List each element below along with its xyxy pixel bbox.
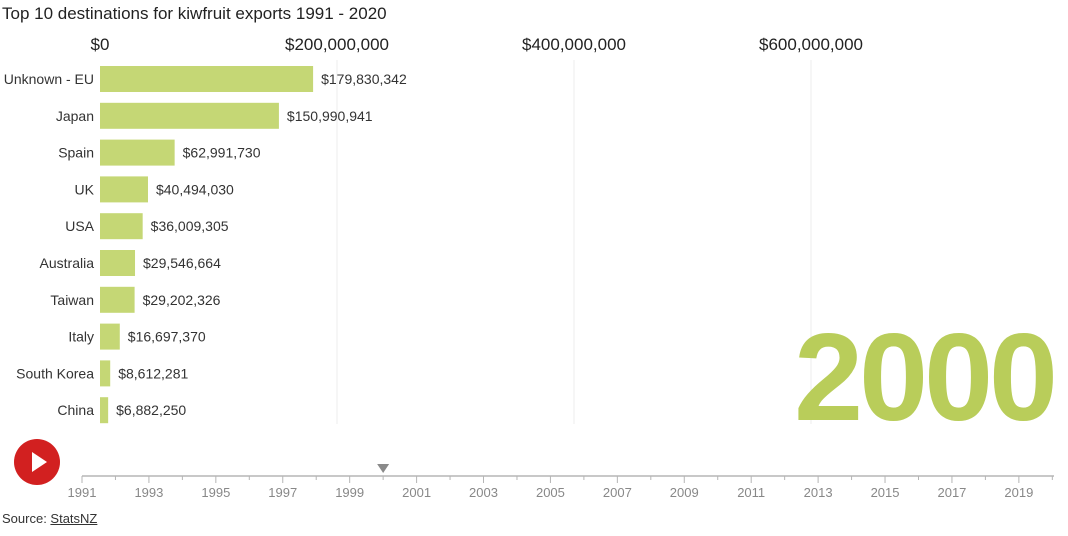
bar — [100, 139, 175, 166]
timeline-year-label[interactable]: 2013 — [804, 485, 833, 500]
value-label: $6,882,250 — [116, 402, 186, 418]
category-label: South Korea — [16, 365, 94, 381]
x-axis-ticks: $0 $200,000,000 $400,000,000 $600,000,000 — [91, 35, 863, 54]
category-label: USA — [65, 218, 94, 234]
current-year-label: 2000 — [794, 309, 1054, 447]
bar — [100, 213, 143, 240]
source-note: Source: StatsNZ — [2, 511, 97, 526]
grid-lines — [336, 60, 812, 424]
bar — [100, 176, 148, 203]
timeline-year-label[interactable]: 1997 — [268, 485, 297, 500]
timeline-year-label[interactable]: 1991 — [68, 485, 97, 500]
x-tick-label: $600,000,000 — [759, 35, 863, 54]
bar — [100, 286, 135, 313]
source-prefix: Source: — [2, 511, 51, 526]
category-label: China — [57, 402, 94, 418]
value-label: $150,990,941 — [287, 108, 373, 124]
value-label: $40,494,030 — [156, 181, 234, 197]
timeline-year-label[interactable]: 2009 — [670, 485, 699, 500]
bars: on Unknown - EU $179,830,342 Japan $150,990… — [0, 66, 407, 424]
value-label: $29,202,326 — [143, 292, 221, 308]
value-label: $29,546,664 — [143, 255, 221, 271]
timeline-year-label[interactable]: 2011 — [737, 485, 765, 500]
timeline-year-label[interactable]: 2017 — [937, 485, 966, 500]
value-label: $179,830,342 — [321, 71, 407, 87]
bar — [100, 397, 109, 424]
category-label: Italy — [68, 329, 94, 345]
bar — [100, 250, 136, 276]
timeline-year-label[interactable]: 2005 — [536, 485, 565, 500]
x-tick-label: $200,000,000 — [285, 35, 389, 54]
year-timeline: 1991 1993 1995 1997 1999 2001 2003 2005 2007 2009… — [68, 464, 1054, 500]
value-label: $16,697,370 — [128, 329, 206, 345]
timeline-year-label[interactable]: 2007 — [603, 485, 632, 500]
play-icon — [32, 452, 47, 472]
category-label: Spain — [58, 145, 94, 161]
x-tick-label: $0 — [91, 35, 110, 54]
source-link[interactable]: StatsNZ — [50, 511, 98, 526]
timeline-year-label[interactable]: 1999 — [335, 485, 364, 500]
value-label: $62,991,730 — [183, 145, 261, 161]
timeline-year-label[interactable]: 2015 — [871, 485, 900, 500]
category-label: Australia — [40, 255, 95, 271]
bar — [100, 102, 279, 129]
timeline-year-label[interactable]: 2019 — [1004, 485, 1033, 500]
bar — [100, 360, 111, 387]
category-label: Taiwan — [50, 292, 94, 308]
category-label: Japan — [56, 108, 94, 124]
bar — [100, 66, 314, 92]
play-button[interactable] — [14, 439, 60, 485]
chart-title: Top 10 destinations for kiwfruit exports… — [2, 4, 387, 23]
value-label: $36,009,305 — [151, 218, 229, 234]
x-tick-label: $400,000,000 — [522, 35, 626, 54]
timeline-year-label[interactable]: 2003 — [469, 485, 498, 500]
timeline-marker-icon[interactable] — [377, 464, 390, 473]
category-label: UK — [75, 181, 95, 197]
timeline-year-label[interactable]: 2001 — [402, 485, 431, 500]
bar — [100, 323, 120, 350]
value-label: $8,612,281 — [118, 365, 188, 381]
timeline-year-label[interactable]: 1995 — [201, 485, 230, 500]
timeline-year-label[interactable]: 1993 — [134, 485, 163, 500]
category-label: on Unknown - EU — [0, 71, 94, 87]
